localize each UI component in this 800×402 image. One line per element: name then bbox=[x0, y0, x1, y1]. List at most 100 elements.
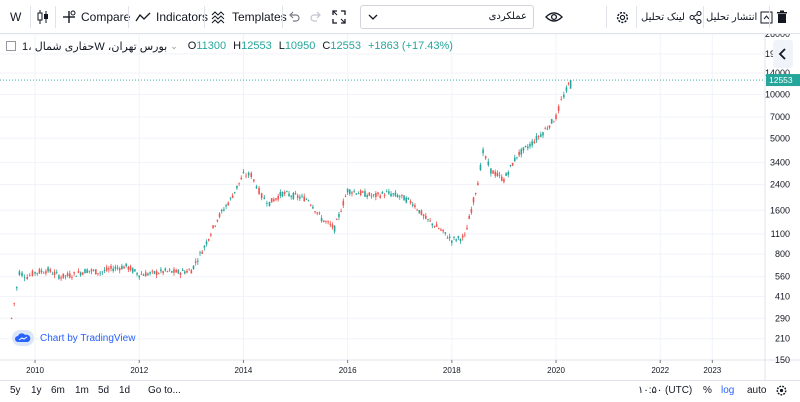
candle bbox=[429, 217, 431, 222]
legend-color-box[interactable] bbox=[6, 41, 16, 51]
candle bbox=[95, 269, 97, 275]
timezone-button[interactable]: ۱۰:۵۰ (UTC) bbox=[638, 385, 693, 396]
share-link-button[interactable]: لینک تحلیل bbox=[641, 0, 702, 34]
candle bbox=[433, 225, 436, 229]
redo-icon[interactable] bbox=[310, 0, 322, 34]
candle bbox=[299, 194, 301, 202]
range-1m-button[interactable]: 1m bbox=[75, 385, 89, 396]
collapse-panel-button[interactable] bbox=[773, 40, 793, 68]
layout-dropdown[interactable]: عملکردی bbox=[360, 5, 534, 29]
indicators-button[interactable]: Indicators bbox=[135, 0, 208, 34]
candle bbox=[338, 211, 340, 221]
range-5y-button[interactable]: 5y bbox=[10, 385, 21, 396]
candle bbox=[309, 203, 312, 207]
candle bbox=[136, 271, 138, 277]
candles-icon[interactable] bbox=[36, 0, 50, 34]
candle bbox=[281, 191, 284, 198]
candle bbox=[88, 270, 91, 274]
change-value: +1863 (+17.43%) bbox=[367, 40, 453, 52]
publish-button[interactable]: انتشار تحلیل bbox=[706, 0, 773, 34]
candle bbox=[307, 199, 310, 202]
candle bbox=[470, 206, 473, 215]
candle bbox=[192, 265, 195, 270]
candle bbox=[62, 273, 65, 279]
candle bbox=[144, 269, 147, 277]
candle bbox=[479, 162, 482, 171]
compare-button[interactable]: Compare bbox=[62, 0, 130, 34]
price-chart[interactable]: 2600019000140001000070005000340024001600… bbox=[0, 34, 800, 380]
candle bbox=[438, 227, 440, 230]
candle bbox=[38, 267, 41, 275]
candle bbox=[134, 269, 136, 272]
percent-toggle[interactable]: % bbox=[703, 385, 712, 396]
candle bbox=[392, 193, 395, 197]
goto-button[interactable]: Go to... bbox=[148, 385, 181, 396]
candle bbox=[199, 250, 201, 256]
templates-button[interactable]: Templates bbox=[211, 0, 287, 34]
range-1d-button[interactable]: 1d bbox=[119, 385, 131, 396]
candle bbox=[550, 118, 553, 124]
candle bbox=[451, 240, 453, 246]
candle bbox=[168, 267, 171, 272]
candle bbox=[442, 229, 444, 234]
y-tick-label: 10000 bbox=[765, 89, 790, 99]
gear-icon[interactable] bbox=[615, 0, 630, 34]
candle bbox=[99, 271, 101, 277]
price-axis[interactable] bbox=[765, 34, 800, 380]
trash-icon[interactable] bbox=[776, 0, 788, 34]
candle bbox=[314, 210, 316, 214]
candle bbox=[459, 238, 462, 244]
candle bbox=[346, 188, 349, 195]
candle bbox=[82, 271, 84, 276]
candle bbox=[79, 271, 82, 277]
eye-icon[interactable] bbox=[545, 0, 563, 34]
candle bbox=[520, 147, 523, 158]
interval-button[interactable]: W bbox=[10, 0, 21, 34]
candle bbox=[305, 197, 308, 200]
candle bbox=[372, 194, 375, 198]
undo-icon[interactable] bbox=[288, 0, 300, 34]
fullscreen-icon[interactable] bbox=[332, 0, 346, 34]
symbol-title[interactable]: حفاری شمال ،1W ،بورس تهران bbox=[22, 40, 168, 53]
candle bbox=[36, 272, 39, 276]
candle bbox=[351, 191, 353, 197]
candle bbox=[567, 81, 570, 86]
chart-area[interactable]: 2600019000140001000070005000340024001600… bbox=[0, 34, 800, 380]
candle bbox=[153, 270, 156, 275]
candle bbox=[342, 198, 345, 208]
candle bbox=[461, 233, 464, 241]
candle bbox=[125, 263, 128, 268]
brand-text: Chart by TradingView bbox=[40, 332, 136, 344]
candle bbox=[524, 145, 527, 148]
candle bbox=[531, 138, 533, 148]
candle bbox=[316, 212, 319, 216]
candle bbox=[565, 85, 568, 94]
range-6m-button[interactable]: 6m bbox=[51, 385, 65, 396]
candle bbox=[275, 197, 277, 202]
chevron-down-icon bbox=[367, 11, 379, 23]
candle bbox=[190, 268, 193, 274]
candle bbox=[527, 143, 529, 151]
candle bbox=[155, 269, 158, 279]
candle bbox=[247, 171, 250, 179]
candle bbox=[34, 271, 36, 276]
range-1y-button[interactable]: 1y bbox=[31, 385, 42, 396]
x-tick-label: 2014 bbox=[235, 366, 253, 375]
log-toggle[interactable]: log bbox=[721, 385, 735, 396]
candle bbox=[101, 271, 104, 276]
gear-icon[interactable] bbox=[775, 384, 788, 397]
bottom-toolbar: 5y 1y 6m 1m 5d 1d Go to... ۱۰:۵۰ (UTC) %… bbox=[0, 380, 800, 402]
candle bbox=[516, 156, 518, 160]
candle bbox=[322, 220, 325, 223]
candle bbox=[533, 138, 536, 144]
candle bbox=[253, 179, 255, 183]
range-5d-button[interactable]: 5d bbox=[98, 385, 110, 396]
tradingview-branding[interactable]: Chart by TradingView bbox=[12, 330, 135, 346]
candle bbox=[431, 223, 434, 229]
auto-toggle[interactable]: auto bbox=[747, 385, 767, 396]
candle bbox=[370, 193, 373, 199]
candle bbox=[181, 268, 184, 272]
candle bbox=[116, 264, 119, 271]
candle bbox=[142, 273, 145, 276]
candle bbox=[277, 193, 279, 202]
